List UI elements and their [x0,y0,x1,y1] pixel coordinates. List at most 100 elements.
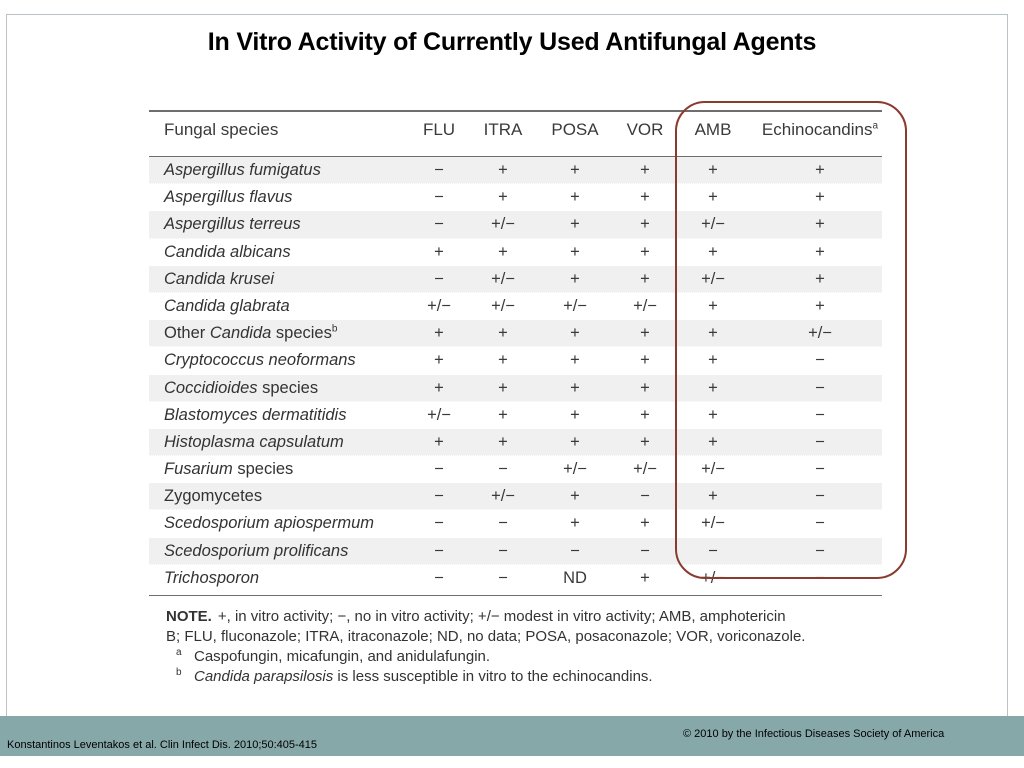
cell-itra: − [498,541,508,560]
species-name-suffix: species [257,378,319,397]
species-name: Candida albicans [164,242,291,261]
table-row: Aspergillus terreus − +/− + + +/− + [149,211,882,239]
footnote-a-text: Caspofungin, micafungin, and anidulafung… [194,648,491,665]
table-bottom-rule [149,595,882,596]
cell-amb: +/− [701,460,725,479]
cell-vor: + [640,378,650,397]
cell-echino: − [815,514,825,533]
cell-amb: + [708,161,718,179]
table-row: Other Candida speciesb + + + + + +/− [149,320,882,348]
table-row: Aspergillus fumigatus − + + + + + [149,157,882,185]
cell-flu: − [434,541,444,560]
table-notes: NOTE. +, in vitro activity; −, no in vitr… [166,607,886,687]
table-row: Aspergillus flavus − + + + + + [149,184,882,211]
cell-posa: + [570,324,580,343]
cell-vor: + [640,242,650,261]
cell-vor: + [640,568,650,587]
cell-echino: − [815,568,825,587]
slide-title: In Vitro Activity of Currently Used Anti… [207,28,817,56]
cell-species: Candida albicans [164,239,291,266]
cell-flu: − [434,460,444,479]
species-name: Aspergillus terreus [164,215,301,234]
cell-amb: +/− [701,215,725,234]
header-fungal-species: Fungal species [164,120,279,139]
cell-echino: + [815,161,825,179]
cell-posa: + [570,188,580,207]
cell-posa: + [570,378,580,397]
cell-echino: − [815,351,825,370]
footer-copyright: © 2010 by the Infectious Diseases Societ… [683,728,945,740]
table-row: Zygomycetes − +/− + − + − [149,483,882,511]
cell-vor: − [640,487,650,506]
cell-itra: + [498,161,508,179]
species-name: Cryptococcus neoformans [164,351,356,370]
cell-echino: − [815,378,825,397]
cell-amb: + [708,242,718,261]
table-body: Aspergillus fumigatus − + + + + + Aspergillus f… [149,157,882,592]
cell-posa: + [570,269,580,288]
header-vor: VOR [626,120,664,139]
cell-amb: +/− [701,269,725,288]
table-row: Trichosporon − − ND + +/− − [149,565,882,592]
cell-posa: + [570,161,580,179]
cell-vor: + [640,269,650,288]
cell-vor: + [640,514,650,533]
table-row: Cryptococcus neoformans + + + + + − [149,347,882,374]
footnote-b-text: is less susceptible in vitro to the echi… [333,668,653,685]
footer-bottom-strip [0,756,1024,768]
cell-species: Aspergillus flavus [164,184,292,211]
antifungal-table: Fungal species FLU ITRA POSA VOR AMB Ech… [149,110,896,710]
table-row: Scedosporium apiospermum − − + + +/− − [149,510,882,537]
cell-posa: + [570,432,580,451]
cell-itra: +/− [491,269,515,288]
cell-amb: + [708,432,718,451]
header-echinocandins-label: Echinocandins [761,120,873,139]
cell-flu: + [434,351,444,370]
cell-species: Zygomycetes [164,483,262,510]
cell-species: Scedosporium prolificans [164,538,348,565]
cell-vor: + [640,215,650,234]
cell-vor: + [640,351,650,370]
cell-posa: +/− [563,460,587,479]
cell-itra: − [498,568,508,587]
species-name: Histoplasma capsulatum [164,432,344,451]
footnote-a: a Caspofungin, micafungin, and anidulafun… [166,647,886,667]
cell-posa: +/− [563,296,587,315]
table-row: Candida albicans + + + + + + [149,239,882,266]
cell-species: Candida krusei [164,266,274,293]
slide-border [6,14,1008,766]
cell-echino: + [815,242,825,261]
note-line-2: B; FLU, fluconazole; ITRA, itraconazole;… [166,628,806,645]
cell-vor: + [640,405,650,424]
cell-flu: + [434,432,444,451]
cell-echino: + [815,269,825,288]
cell-amb: + [708,378,718,397]
species-name: Trichosporon [164,568,260,587]
cell-echino: − [815,487,825,506]
cell-flu: − [434,269,444,288]
cell-echino: − [815,541,825,560]
species-name-genus: Fusarium [164,460,233,479]
header-echinocandins-footnote-mark: a [872,120,879,132]
cell-posa: − [570,541,580,560]
cell-species: Other Candida speciesb [164,320,337,347]
cell-itra: +/− [491,215,515,234]
footnote-b-species: Candida parapsilosis [194,668,334,685]
species-name: Candida glabrata [164,296,290,315]
cell-flu: − [434,487,444,506]
table-row: Fusarium species − − +/− +/− +/− − [149,456,882,483]
cell-species: Fusarium species [164,456,293,483]
header-posa: POSA [551,120,599,139]
species-name-suffix: species [271,324,332,343]
cell-itra: + [498,324,508,343]
cell-amb: +/− [701,568,725,587]
cell-itra: + [498,351,508,370]
cell-echino: + [815,188,825,207]
cell-posa: + [570,242,580,261]
species-name: Aspergillus flavus [164,188,293,207]
cell-species: Scedosporium apiospermum [164,510,374,537]
footer-bar [0,716,1024,756]
species-name: Candida krusei [164,269,275,288]
cell-posa: + [570,487,580,506]
